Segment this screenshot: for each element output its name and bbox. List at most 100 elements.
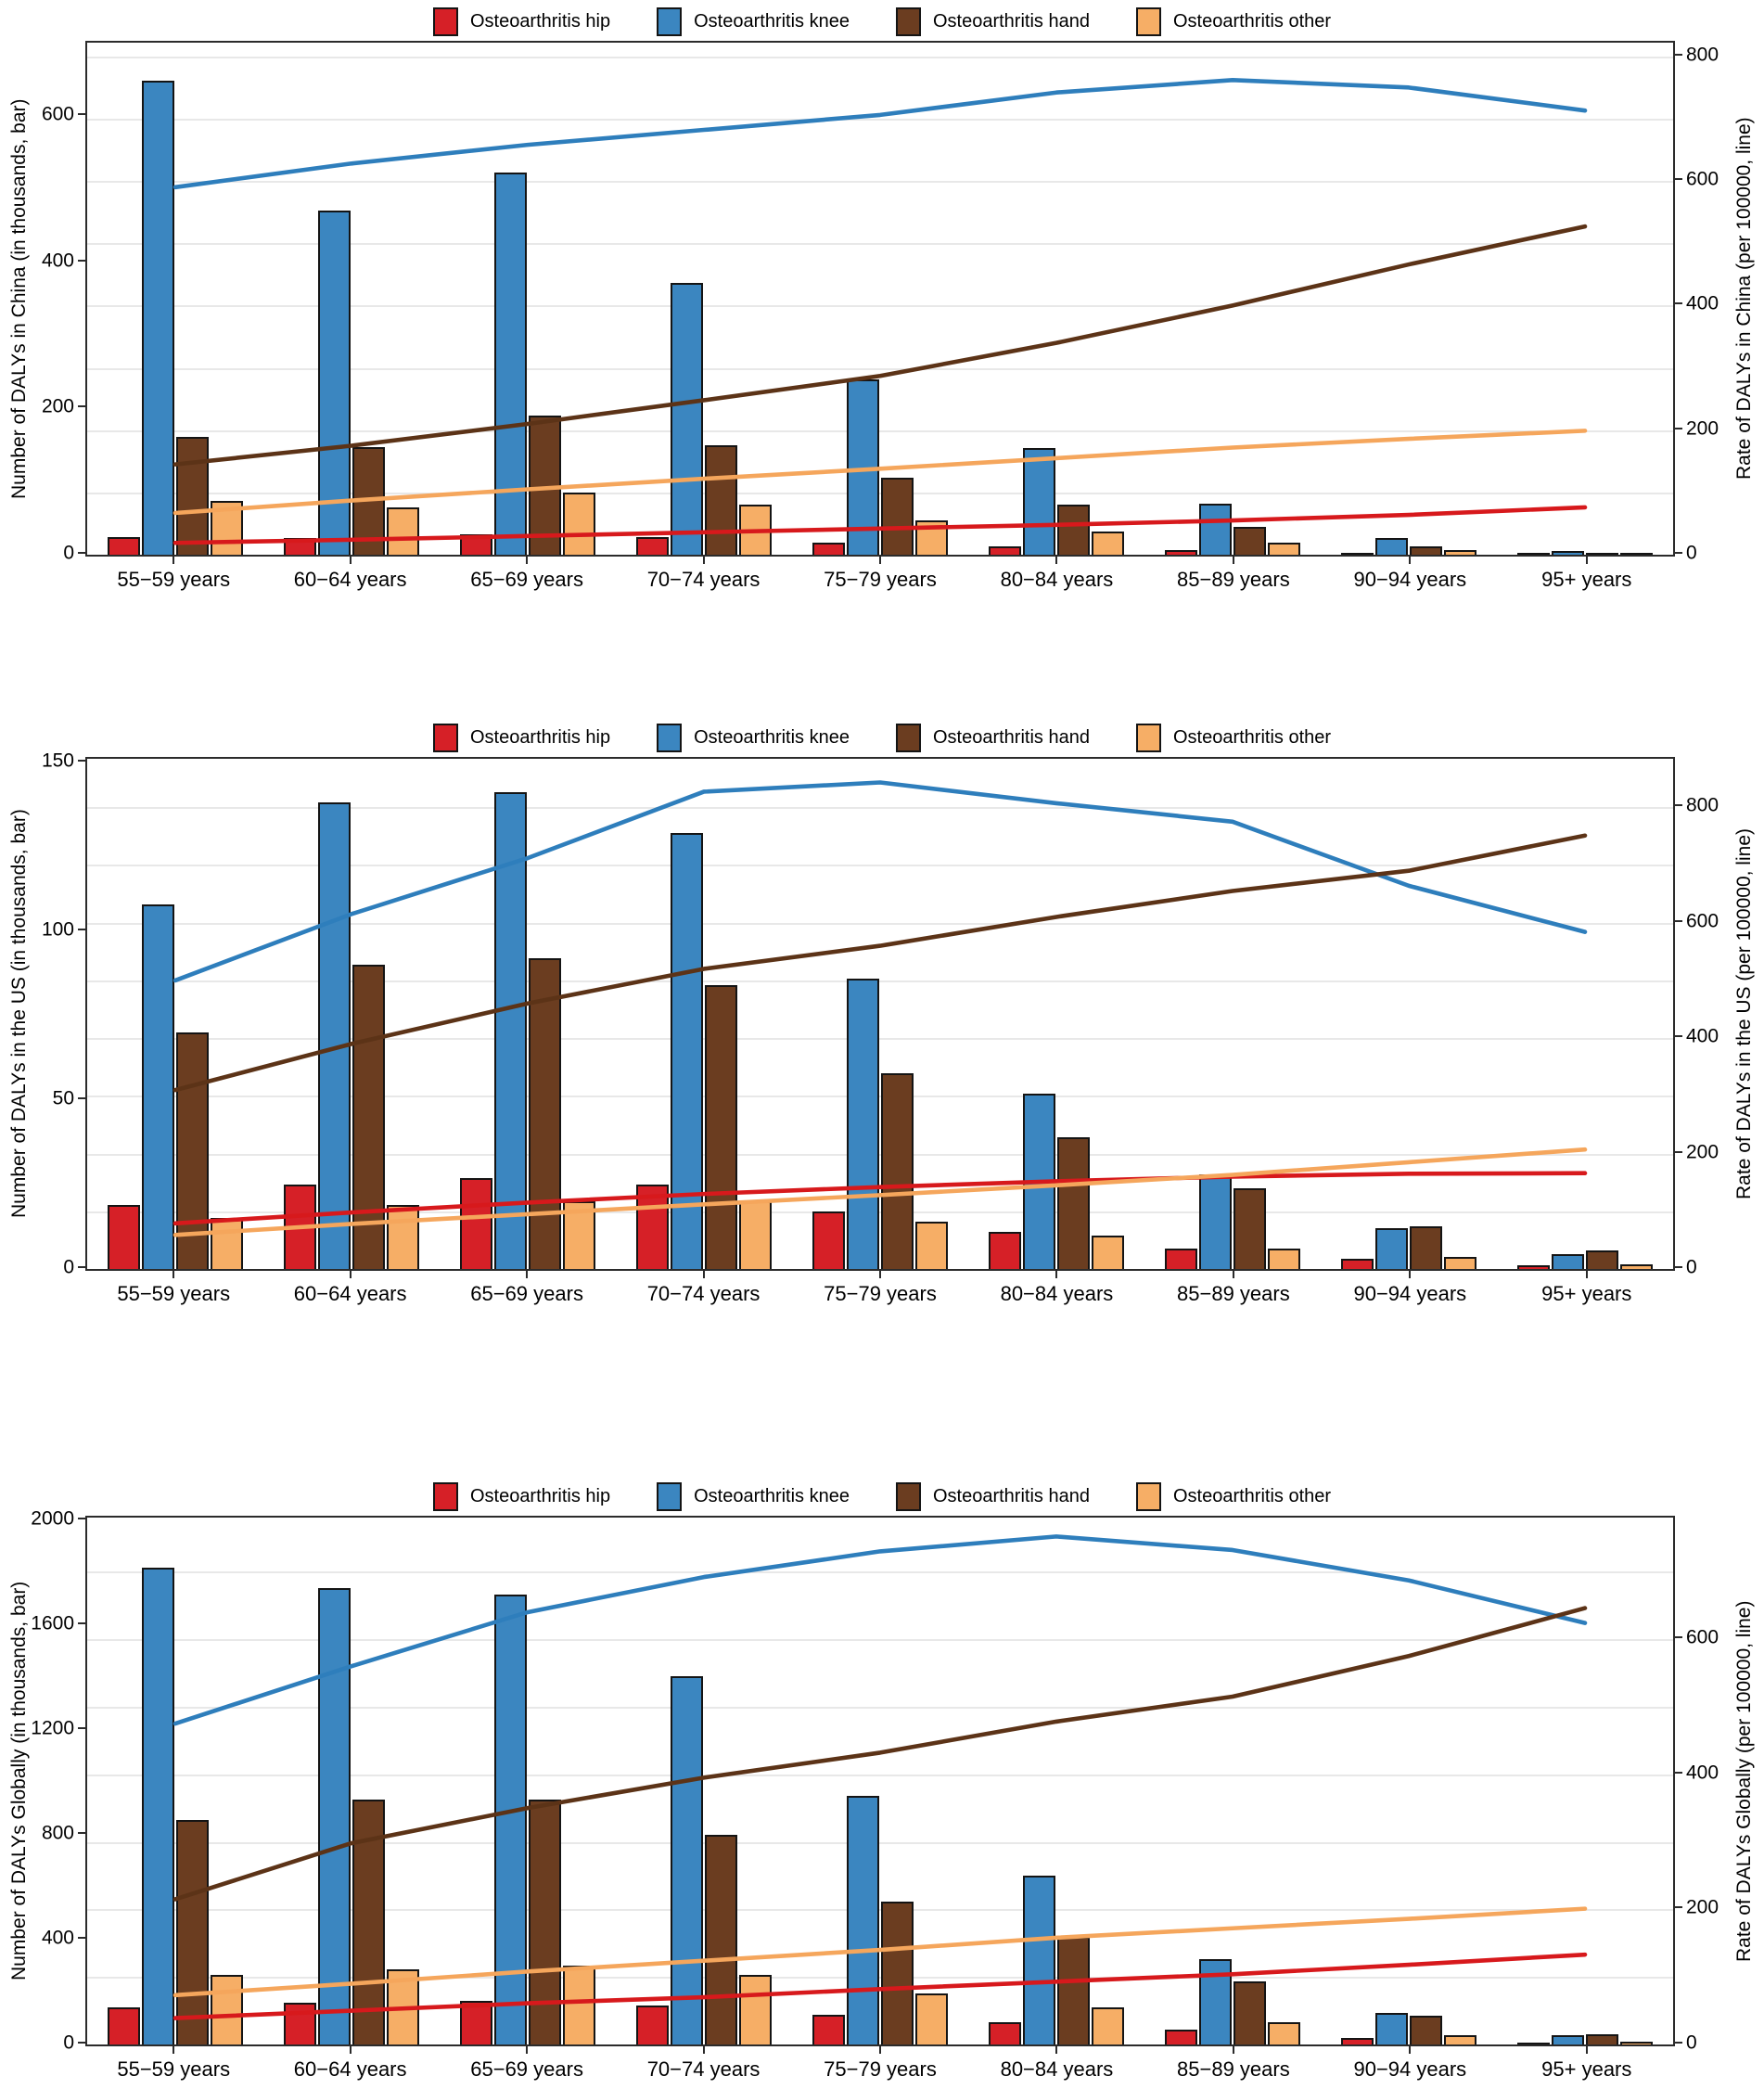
legend: Osteoarthritis hip Osteoarthritis knee Ost…: [4, 718, 1760, 757]
gridline: [87, 1639, 1673, 1642]
x-tick-label: 70−74 years: [646, 1282, 761, 1305]
other-swatch-icon: [1135, 6, 1161, 36]
bar-other-9: [1620, 553, 1653, 555]
line-knee: [175, 80, 1585, 187]
right-axis-ticks: 0 200 400 600: [1675, 1516, 1729, 2053]
legend-label: Osteoarthritis other: [1172, 10, 1332, 32]
line-knee: [175, 1536, 1585, 1724]
bar-hip-8: [1341, 2037, 1374, 2044]
bar-hip-8: [1341, 1259, 1374, 1269]
right-axis-title: Rate of DALYs in the US (per 100000, lin…: [1733, 828, 1755, 1199]
left-axis-ticks: 0 400 800 1200 1600 2000: [31, 1508, 85, 2053]
y-tick-label: 600: [1686, 1626, 1719, 1648]
right-axis-title: Rate of DALYs in China (per 100000, line…: [1733, 117, 1755, 481]
x-tick-mark: [349, 2046, 352, 2054]
rate-lines: [87, 759, 1673, 1269]
x-tick-mark: [526, 1271, 529, 1278]
legend-item: Osteoarthritis knee: [657, 6, 850, 36]
legend-label: Osteoarthritis hand: [932, 10, 1090, 32]
x-tick-label: 80−84 years: [1000, 1282, 1114, 1305]
x-tick-label: 55−59 years: [117, 2057, 231, 2081]
x-tick-mark: [1409, 557, 1412, 564]
bar-other-8: [1444, 1257, 1476, 1269]
plot-area: [85, 1516, 1675, 2046]
y-tick-label: 400: [41, 250, 74, 272]
bar-other-6: [1092, 2007, 1124, 2044]
bar-other-7: [1268, 2021, 1300, 2044]
legend-item: Osteoarthritis hip: [432, 723, 611, 752]
y-tick-mark: [1675, 302, 1682, 305]
x-tick-label: 75−79 years: [824, 568, 937, 591]
bar-hip-5: [812, 543, 845, 555]
bar-other-2: [387, 506, 419, 555]
x-tick-mark: [173, 557, 175, 564]
panel-china: Osteoarthritis hip Osteoarthritis knee Ost…: [4, 2, 1760, 599]
legend-item: Osteoarthritis other: [1135, 1481, 1331, 1511]
y-tick-mark: [1675, 1771, 1682, 1774]
y-tick-label: 400: [1686, 1025, 1719, 1047]
y-tick-label: 800: [1686, 794, 1719, 816]
y-tick-mark: [78, 1726, 85, 1729]
x-tick-mark: [879, 2046, 881, 2054]
legend-label: Osteoarthritis other: [1172, 726, 1332, 748]
other-swatch-icon: [1135, 723, 1161, 752]
y-tick-mark: [78, 1266, 85, 1268]
x-tick-label: 75−79 years: [824, 1282, 937, 1305]
line-hip: [175, 1954, 1585, 2018]
bar-hand-4: [705, 444, 737, 555]
x-tick-mark: [1585, 1271, 1588, 1278]
bar-knee-9: [1552, 1253, 1584, 1269]
bar-hip-7: [1165, 2030, 1197, 2044]
y-tick-label: 200: [1686, 1141, 1719, 1163]
y-tick-label: 600: [41, 103, 74, 125]
gridline: [87, 181, 1673, 184]
y-tick-mark: [78, 1096, 85, 1099]
line-other: [175, 1909, 1585, 1995]
x-tick-label: 70−74 years: [646, 568, 761, 591]
bar-knee-9: [1552, 2035, 1584, 2044]
y-tick-label: 400: [1686, 292, 1719, 314]
bar-hand-7: [1234, 1187, 1266, 1269]
bar-hand-9: [1586, 1250, 1618, 1269]
left-axis-ticks: 0 50 100 150: [35, 750, 85, 1277]
bar-other-7: [1268, 1249, 1300, 1269]
bar-hand-6: [1057, 505, 1090, 555]
gridline: [87, 1841, 1673, 1844]
bar-hip-4: [636, 2005, 669, 2044]
y-tick-mark: [1675, 427, 1682, 429]
hip-swatch-icon: [432, 1481, 458, 1511]
y-tick-mark: [78, 259, 85, 262]
x-tick-mark: [349, 1271, 352, 1278]
x-tick-label: 55−59 years: [117, 568, 231, 591]
legend-label: Osteoarthritis hand: [932, 1485, 1090, 1506]
y-tick-mark: [1675, 552, 1682, 554]
y-tick-label: 200: [1686, 417, 1719, 440]
gridline: [87, 243, 1673, 246]
legend-label: Osteoarthritis hip: [469, 726, 611, 748]
line-hip: [175, 507, 1585, 543]
y-tick-label: 200: [1686, 1896, 1719, 1918]
bar-hand-8: [1410, 545, 1442, 555]
y-tick-mark: [1675, 1035, 1682, 1038]
left-axis-title: Number of DALYs in the US (in thousands,…: [8, 809, 30, 1219]
bar-hand-2: [352, 965, 385, 1269]
x-tick-mark: [879, 557, 881, 564]
x-tick-mark: [702, 1271, 705, 1278]
bar-hand-5: [881, 1072, 914, 1269]
gridline: [87, 1038, 1673, 1041]
bar-knee-2: [318, 802, 351, 1269]
legend-label: Osteoarthritis hip: [469, 1485, 611, 1506]
bar-knee-1: [142, 904, 174, 1269]
plot-area: [85, 41, 1675, 557]
bar-hand-4: [705, 985, 737, 1269]
gridline: [87, 1774, 1673, 1776]
bar-other-4: [739, 1975, 772, 2044]
hip-swatch-icon: [432, 723, 458, 752]
x-tick-mark: [526, 557, 529, 564]
x-tick-label: 60−64 years: [293, 568, 407, 591]
bar-other-8: [1444, 550, 1476, 555]
bar-other-1: [211, 1218, 243, 1269]
bar-other-1: [211, 1975, 243, 2044]
x-tick-mark: [526, 2046, 529, 2054]
legend: Osteoarthritis hip Osteoarthritis knee Ost…: [4, 2, 1760, 41]
